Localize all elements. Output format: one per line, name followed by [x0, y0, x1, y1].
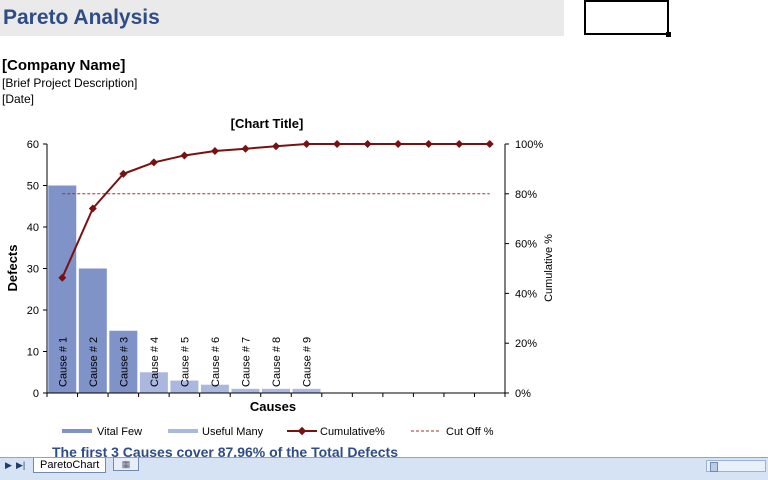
selected-cell[interactable] — [584, 0, 671, 37]
y-tick-label-5: 50 — [27, 181, 39, 193]
category-label-2: Cause # 2 — [88, 337, 100, 387]
cumulative-marker-3 — [119, 169, 128, 178]
last-sheet-arrow-icon[interactable]: ▶| — [16, 460, 26, 470]
cumulative-line — [61, 143, 490, 279]
legend-label-vital-few: Vital Few — [97, 426, 142, 438]
cumulative-marker-14 — [455, 140, 464, 148]
x-axis-label: Causes — [250, 399, 296, 414]
y-tick-label-6: 60 — [27, 139, 39, 151]
bar-vital-few-1 — [48, 185, 77, 393]
legend-marker-cumulative — [297, 426, 307, 436]
y-tick-label-1: 10 — [27, 347, 39, 359]
category-label-7: Cause # 7 — [240, 337, 252, 387]
cumulative-marker-1 — [58, 273, 67, 282]
cumulative-markers-group — [58, 140, 494, 282]
cumulative-marker-13 — [424, 140, 433, 148]
cumulative-marker-7 — [241, 144, 250, 153]
y-tick-label-2: 20 — [27, 305, 39, 317]
y-axis-label: Defects — [5, 245, 20, 292]
sheet-tab-paretochart[interactable]: ParetoChart — [33, 458, 107, 473]
y-tick-label-3: 30 — [27, 264, 39, 276]
category-label-3: Cause # 3 — [118, 337, 130, 387]
cumulative-marker-4 — [149, 158, 158, 167]
bar-useful-many-6 — [200, 384, 229, 393]
bar-useful-many-4 — [139, 372, 168, 393]
category-labels-group: Cause # 1 Cause # 2 Cause # 3 Cause # 4 Caus… — [57, 337, 313, 387]
cumulative-marker-2 — [88, 204, 97, 213]
sheet-tabs-bar: ▶ ▶| ParetoChart ▦ — [0, 457, 768, 480]
pareto-chart[interactable]: [Chart Title] Cause # 1 Cause # 2 Cause # … — [0, 112, 768, 444]
bar-vital-few-2 — [78, 268, 107, 393]
bar-useful-many-5 — [170, 380, 199, 393]
cumulative-marker-15 — [485, 140, 494, 148]
y2-tick-label-5: 100% — [515, 139, 543, 151]
y2-tick-label-0: 0% — [515, 388, 531, 400]
y2-axis-ticks-group: 0% 20% 40% 60% 80% 100% — [505, 139, 543, 400]
legend-label-cutoff: Cut Off % — [446, 426, 494, 438]
y2-tick-label-3: 60% — [515, 239, 537, 251]
cumulative-marker-10 — [333, 140, 342, 148]
category-label-1: Cause # 1 — [57, 337, 69, 387]
cumulative-marker-12 — [394, 140, 403, 148]
title-band — [0, 0, 564, 36]
bar-vital-few-3 — [109, 330, 138, 393]
summary-text: The first 3 Causes cover 87.96% of the T… — [52, 444, 398, 460]
chart-legend: Vital Few Useful Many Cumulative% Cut Of… — [62, 426, 494, 438]
bar-useful-many-7 — [231, 388, 260, 393]
bars-group — [48, 185, 321, 393]
cumulative-marker-9 — [302, 140, 311, 148]
cumulative-marker-11 — [363, 140, 372, 148]
date-field[interactable]: [Date] — [2, 92, 35, 106]
horizontal-scrollbar[interactable] — [706, 460, 766, 472]
legend-label-useful-many: Useful Many — [202, 426, 264, 438]
scrollbar-thumb[interactable] — [710, 462, 718, 472]
y2-tick-label-1: 20% — [515, 338, 537, 350]
company-name[interactable]: [Company Name] — [2, 57, 126, 74]
category-label-6: Cause # 6 — [210, 337, 222, 387]
next-sheet-arrow-icon[interactable]: ▶ — [5, 460, 12, 470]
category-label-9: Cause # 9 — [302, 337, 314, 387]
y2-tick-label-4: 80% — [515, 189, 537, 201]
chart-title: [Chart Title] — [231, 116, 304, 131]
cumulative-marker-8 — [272, 142, 280, 151]
category-label-5: Cause # 5 — [179, 337, 191, 387]
y-axis-ticks-group: 0 10 20 30 40 50 60 — [27, 139, 47, 400]
y-tick-label-4: 40 — [27, 222, 39, 234]
y2-tick-label-2: 40% — [515, 288, 537, 300]
cumulative-marker-6 — [210, 146, 219, 155]
y2-axis-label: Cumulative % — [543, 234, 555, 302]
category-label-4: Cause # 4 — [149, 337, 161, 387]
category-label-8: Cause # 8 — [271, 337, 283, 387]
project-description[interactable]: [Brief Project Description] — [2, 76, 138, 90]
bar-useful-many-8 — [262, 388, 290, 393]
y-tick-label-0: 0 — [33, 388, 39, 400]
x-axis-ticks-group — [46, 393, 506, 397]
legend-label-cumulative: Cumulative% — [320, 426, 385, 438]
insert-sheet-icon[interactable]: ▦ — [113, 458, 139, 471]
page-title: Pareto Analysis — [3, 6, 160, 29]
cumulative-marker-5 — [180, 151, 189, 160]
bar-useful-many-9 — [292, 388, 321, 393]
